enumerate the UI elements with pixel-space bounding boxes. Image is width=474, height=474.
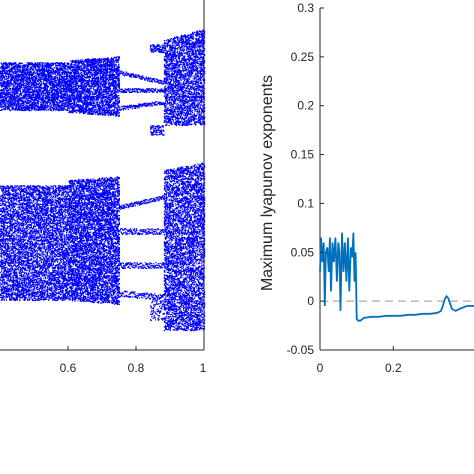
bifurcation-points <box>0 29 206 332</box>
x-tick-label: 0 <box>317 361 324 375</box>
x-tick-label: 0.2 <box>385 361 402 375</box>
bifurcation-panel: 0.6 0.8 1 <box>0 0 207 375</box>
y-tick-label: 0 <box>307 294 314 308</box>
lyapunov-series-line <box>319 232 474 322</box>
left-x-ticks: 0.6 0.8 1 <box>60 346 207 375</box>
bifurcation-dots <box>0 29 206 332</box>
x-tick-label: 0.6 <box>60 361 77 375</box>
y-tick-label: 0.05 <box>291 245 315 259</box>
right-x-ticks: 0 0.2 <box>317 346 402 375</box>
y-tick-label: -0.05 <box>287 343 315 357</box>
y-tick-label: 0.1 <box>297 196 314 210</box>
x-tick-label: 0.8 <box>128 361 145 375</box>
y-tick-label: 0.25 <box>291 50 315 64</box>
y-tick-label: 0.2 <box>297 99 314 113</box>
y-tick-label: 0.3 <box>297 1 314 15</box>
right-y-ticks: -0.05 0 0.05 0.1 0.15 0.2 0.25 0.3 <box>287 1 324 357</box>
y-tick-label: 0.15 <box>291 148 315 162</box>
x-tick-label: 1 <box>200 361 207 375</box>
right-y-axis-label: Maximum lyapunov exponents <box>259 75 276 291</box>
